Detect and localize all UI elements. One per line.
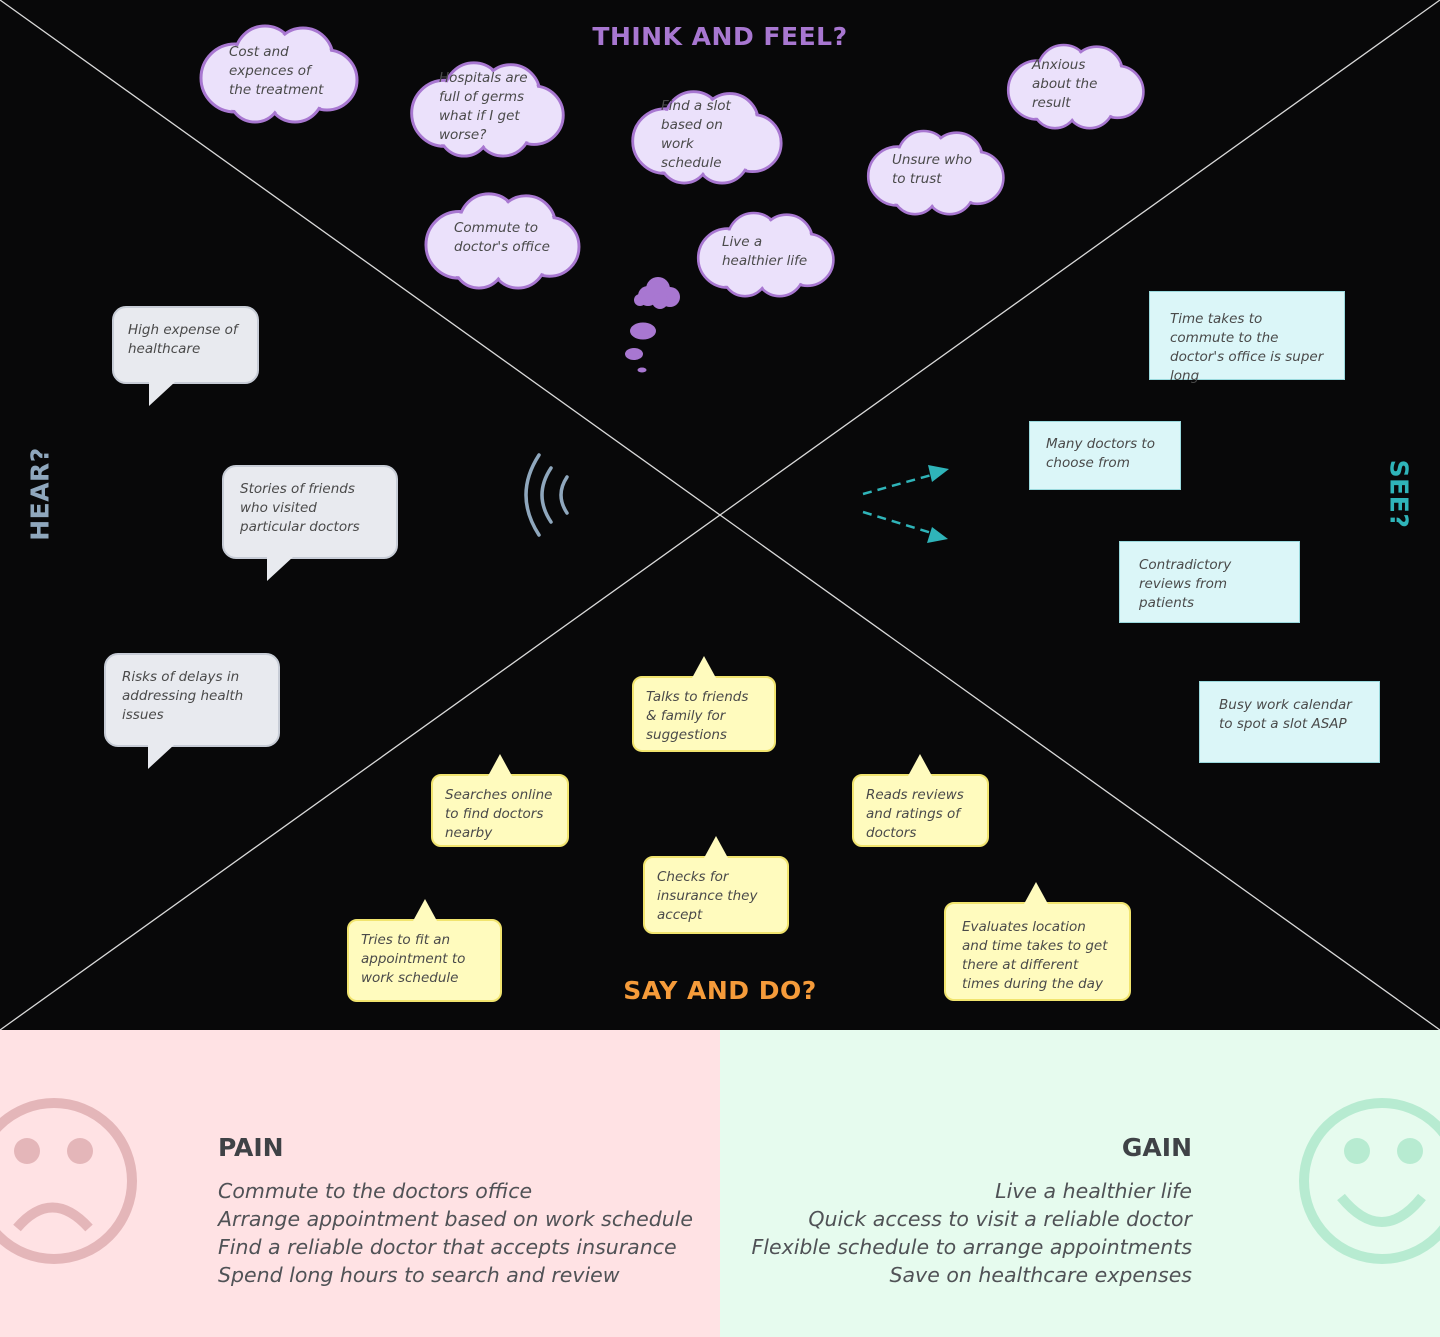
- think-note-text: Hospitals are full of germs what if I ge…: [439, 69, 528, 143]
- cloud-shape: [866, 129, 1005, 216]
- say-note: Evaluates location and time takes to get…: [944, 882, 1131, 1001]
- see-note: Busy work calendar to spot a slot ASAP: [1199, 681, 1380, 763]
- think-note: Anxious about the result: [1003, 38, 1146, 130]
- callout-tail: [908, 754, 932, 776]
- think-note: Cost and expences of the treatment: [195, 18, 360, 124]
- think-note: Unsure who to trust: [863, 124, 1006, 216]
- speech-tail: [148, 745, 174, 769]
- think-note-text: Unsure who to trust: [892, 152, 973, 187]
- gain-item: Live a healthier life: [995, 1179, 1192, 1203]
- speech-tail: [267, 557, 293, 581]
- see-note: Contradictory reviews from patients: [1119, 541, 1300, 623]
- see-note: Many doctors to choose from: [1029, 421, 1181, 490]
- cloud-shape: [631, 90, 783, 185]
- see-note: Time takes to commute to the doctor's of…: [1149, 291, 1345, 384]
- pain-panel: PAIN Commute to the doctors office Arran…: [0, 1030, 720, 1337]
- pain-item: Find a reliable doctor that accepts insu…: [218, 1235, 677, 1259]
- cloud-shape: [1006, 43, 1145, 130]
- smiley-face-icon: [1299, 1098, 1440, 1264]
- say-note-text: Evaluates location and time takes to get…: [962, 919, 1108, 992]
- gain-title: GAIN: [1121, 1133, 1192, 1162]
- think-note: Live a healthier life: [693, 206, 836, 298]
- say-note-text: Searches online to find doctors nearby: [445, 787, 553, 841]
- empathy-quadrants: THINK AND FEEL? SAY AND DO? HEAR? SEE? C…: [0, 0, 1440, 1030]
- say-note: Checks for insurance they accept: [643, 836, 789, 934]
- say-and-do-title: SAY AND DO?: [623, 976, 817, 1005]
- think-note-text: Commute to doctor's office: [454, 220, 550, 255]
- sad-face-icon: [0, 1098, 137, 1264]
- gain-item: Save on healthcare expenses: [889, 1263, 1192, 1287]
- pain-title: PAIN: [218, 1133, 284, 1162]
- hear-note: Risks of delays in addressing health iss…: [104, 653, 280, 769]
- pain-item: Commute to the doctors office: [218, 1179, 533, 1203]
- hear-note: High expense of healthcare: [112, 306, 259, 406]
- thought-cloud-icon: [625, 277, 680, 373]
- see-title: SEE?: [1384, 459, 1414, 529]
- pain-item: Arrange appointment based on work schedu…: [218, 1207, 694, 1231]
- say-note: Reads reviews and ratings of doctors: [852, 754, 989, 847]
- gain-panel: GAIN Live a healthier life Quick access …: [720, 1030, 1440, 1337]
- cloud-shape: [410, 61, 565, 158]
- see-note-text: Many doctors to choose from: [1046, 436, 1155, 471]
- think-note: Hospitals are full of germs what if I ge…: [405, 55, 567, 158]
- cloud-shape: [696, 211, 835, 298]
- arrows-icon: [862, 465, 949, 543]
- think-note: Find a slot based on work schedule: [627, 84, 784, 185]
- sound-waves-icon: [524, 453, 569, 537]
- think-note: Commute to doctor's office: [420, 186, 582, 290]
- hear-note: Stories of friends who visited particula…: [222, 465, 398, 581]
- callout-tail: [704, 836, 728, 858]
- hear-note-text: Risks of delays in addressing health iss…: [122, 669, 244, 723]
- say-note: Searches online to find doctors nearby: [431, 754, 569, 847]
- hear-title: HEAR?: [25, 447, 55, 541]
- say-note-text: Checks for insurance they accept: [657, 869, 758, 923]
- cloud-shape: [424, 192, 581, 290]
- cloud-shape: [199, 24, 359, 124]
- think-and-feel-title: THINK AND FEEL?: [592, 22, 848, 51]
- say-note: Tries to fit an appointment to work sche…: [347, 899, 502, 1002]
- think-note-text: Find a slot based on work schedule: [661, 97, 731, 171]
- hear-note-text: Stories of friends who visited particula…: [240, 481, 360, 535]
- pain-item: Spend long hours to search and review: [218, 1263, 620, 1287]
- say-note: Talks to friends & family for suggestion…: [632, 656, 776, 752]
- see-note-text: Busy work calendar to spot a slot ASAP: [1219, 697, 1352, 732]
- callout-tail: [1024, 882, 1048, 904]
- pain-list: Commute to the doctors office Arrange ap…: [218, 1177, 693, 1289]
- see-note-text: Time takes to commute to the doctor's of…: [1170, 311, 1324, 384]
- gain-item: Flexible schedule to arrange appointment…: [751, 1235, 1192, 1259]
- say-note-text: Talks to friends & family for suggestion…: [646, 689, 749, 743]
- gain-list: Live a healthier life Quick access to vi…: [751, 1177, 1192, 1289]
- gain-item: Quick access to visit a reliable doctor: [808, 1207, 1192, 1231]
- think-note-text: Live a healthier life: [722, 234, 808, 269]
- say-note-text: Reads reviews and ratings of doctors: [866, 787, 964, 841]
- diagonal-dividers: [0, 0, 1440, 1030]
- think-note-text: Anxious about the result: [1032, 56, 1098, 111]
- hear-note-text: High expense of healthcare: [128, 322, 238, 357]
- think-note-text: Cost and expences of the treatment: [229, 43, 324, 98]
- speech-tail: [149, 382, 175, 406]
- callout-tail: [488, 754, 512, 776]
- see-note-text: Contradictory reviews from patients: [1139, 557, 1232, 611]
- callout-tail: [692, 656, 716, 678]
- callout-tail: [413, 899, 437, 921]
- say-note-text: Tries to fit an appointment to work sche…: [361, 932, 466, 986]
